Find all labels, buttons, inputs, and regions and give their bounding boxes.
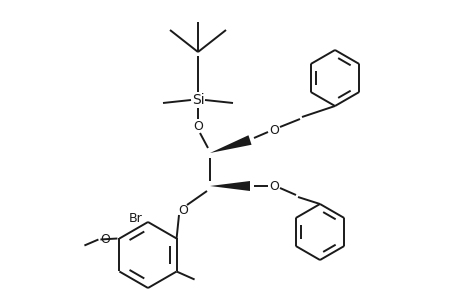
Text: O: O — [193, 119, 202, 133]
Polygon shape — [210, 181, 249, 191]
Text: O: O — [269, 124, 278, 136]
Text: Si: Si — [191, 93, 204, 107]
Text: O: O — [269, 179, 278, 193]
Polygon shape — [210, 135, 251, 153]
Text: O: O — [178, 203, 188, 217]
Text: Br: Br — [129, 212, 143, 226]
Text: O: O — [100, 233, 110, 246]
